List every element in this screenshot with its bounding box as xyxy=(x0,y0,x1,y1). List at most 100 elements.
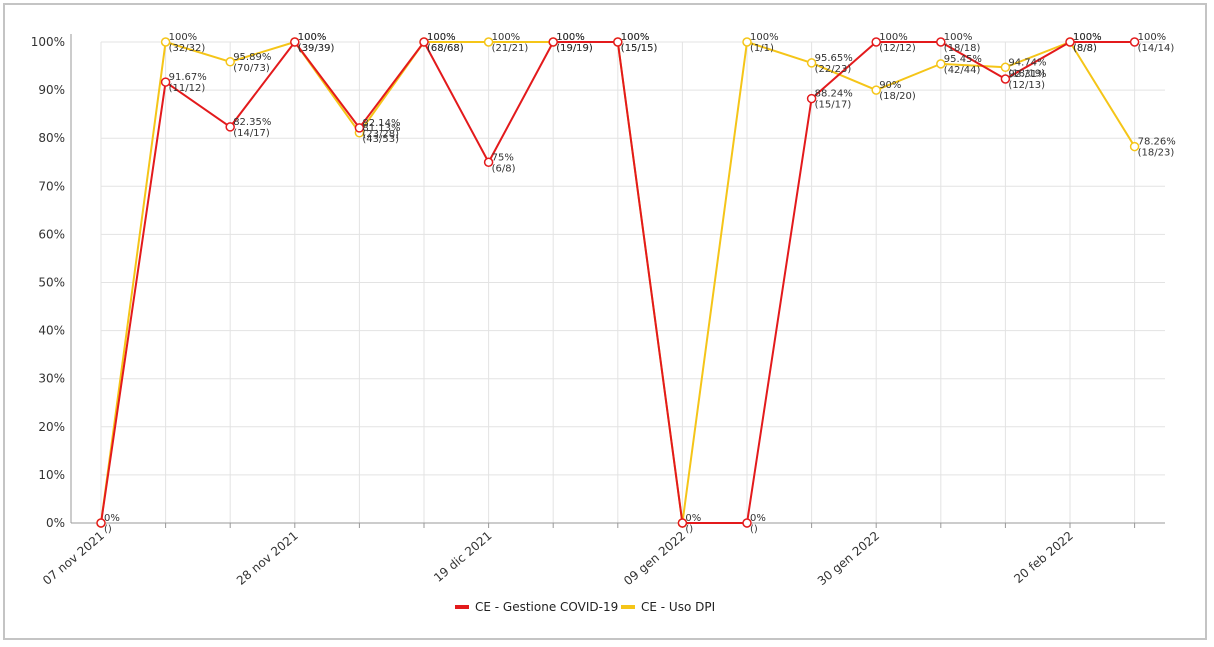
data-label-count: (19/19) xyxy=(556,43,593,54)
x-tick-label: 28 nov 2021 xyxy=(234,529,301,588)
data-point xyxy=(225,57,235,67)
data-label: 0% xyxy=(104,513,120,524)
data-label-count: (15/15) xyxy=(621,43,658,54)
data-point xyxy=(419,37,429,47)
data-label: 91.67% xyxy=(169,72,207,83)
data-label: 100% xyxy=(1073,32,1102,43)
data-label-count: (68/68) xyxy=(427,43,464,54)
data-label: 100% xyxy=(492,32,521,43)
y-tick-label: 100% xyxy=(31,35,65,49)
data-point xyxy=(483,157,494,167)
x-tick-label: 20 feb 2022 xyxy=(1011,529,1076,586)
data-label-count: () xyxy=(104,524,112,535)
x-tick-label: 09 gen 2022 xyxy=(621,529,688,589)
data-label-count: (39/39) xyxy=(298,43,335,54)
data-label-count: (32/32) xyxy=(169,43,206,54)
data-label: 94.74% xyxy=(1008,57,1046,68)
data-point xyxy=(225,122,235,132)
legend[interactable]: CE - Gestione COVID-19 CE - Uso DPI xyxy=(455,600,715,614)
y-tick-label: 0% xyxy=(46,516,65,530)
data-label-count: (70/73) xyxy=(233,63,270,74)
data-label-count: (15/17) xyxy=(815,100,852,111)
data-point xyxy=(160,37,171,47)
data-label-count: (11/12) xyxy=(169,83,206,94)
data-label-count: (12/13) xyxy=(1008,80,1045,91)
data-label: 100% xyxy=(556,32,585,43)
data-label-count: (1/1) xyxy=(750,43,774,54)
data-point xyxy=(613,37,623,47)
data-label: 100% xyxy=(169,32,198,43)
data-label: 95.65% xyxy=(815,53,853,64)
data-point xyxy=(1000,74,1011,84)
data-label-count: (8/8) xyxy=(1073,43,1097,54)
data-label-count: (15/15) xyxy=(621,43,658,54)
y-tick-label: 90% xyxy=(38,83,65,97)
data-point xyxy=(96,518,106,528)
data-label-count: () xyxy=(750,524,758,535)
x-tick-label: 30 gen 2022 xyxy=(815,529,882,589)
data-label: 100% xyxy=(621,32,650,43)
y-tick-label: 30% xyxy=(38,372,65,386)
data-point xyxy=(936,37,946,47)
data-label-count: (39/39) xyxy=(298,43,335,54)
data-point xyxy=(677,518,688,528)
y-tick-label: 10% xyxy=(38,468,65,482)
data-label-count: (18/18) xyxy=(944,43,981,54)
data-label: 100% xyxy=(1073,32,1102,43)
data-label: 100% xyxy=(427,32,456,43)
data-label: 100% xyxy=(1138,32,1167,43)
data-label-count: (18/23) xyxy=(1138,148,1175,159)
data-label-count: () xyxy=(685,524,693,535)
legend-swatch xyxy=(455,605,469,609)
data-point xyxy=(806,93,817,104)
data-label: 82.35% xyxy=(233,117,271,128)
legend-label: CE - Uso DPI xyxy=(641,600,715,614)
data-point xyxy=(1065,37,1075,47)
data-point xyxy=(290,37,300,47)
y-tick-label: 20% xyxy=(38,420,65,434)
data-label: 92.31% xyxy=(1008,69,1046,80)
data-point xyxy=(160,77,171,87)
data-label-count: (14/14) xyxy=(1138,43,1175,54)
legend-label: CE - Gestione COVID-19 xyxy=(475,600,618,614)
data-label: 82.14% xyxy=(362,118,400,129)
data-label: 90% xyxy=(879,80,901,91)
data-label: 81.13% xyxy=(362,123,400,134)
data-label: 100% xyxy=(298,32,327,43)
data-label: 88.24% xyxy=(815,89,853,100)
x-tick-label: 19 dic 2021 xyxy=(431,529,494,585)
y-tick-label: 40% xyxy=(38,324,65,338)
data-label-count: (68/68) xyxy=(427,43,464,54)
axes: 0% 10% 20% 30% 40% 50% 60% 70% 80% 90% 100% 07 nov … xyxy=(31,34,1165,588)
data-point xyxy=(806,58,817,68)
data-label: 95.89% xyxy=(233,52,271,63)
series-layer: 100%(32/32)95.89%(70/73)100%(39/39)81.13… xyxy=(96,32,1176,535)
data-point xyxy=(483,37,494,47)
grid-lines xyxy=(100,41,1165,524)
data-label: 100% xyxy=(556,32,585,43)
data-label: 0% xyxy=(750,513,766,524)
y-tick-label: 70% xyxy=(38,179,65,193)
data-label-count: (12/12) xyxy=(879,43,916,54)
data-label-count: (43/53) xyxy=(362,134,399,145)
series-0 xyxy=(96,37,1140,528)
data-label-count: (21/21) xyxy=(492,43,529,54)
data-label-count: (8/8) xyxy=(1073,43,1097,54)
data-label-count: (19/19) xyxy=(556,43,593,54)
data-label-count: (42/44) xyxy=(944,65,981,76)
data-point xyxy=(742,518,752,528)
data-point xyxy=(1129,141,1140,152)
data-label: 100% xyxy=(879,32,908,43)
data-label-count: (18/20) xyxy=(879,91,916,102)
y-tick-label: 50% xyxy=(38,276,65,290)
data-label: 100% xyxy=(750,32,779,43)
y-tick-label: 60% xyxy=(38,227,65,241)
data-label: 100% xyxy=(621,32,650,43)
data-point xyxy=(742,37,752,47)
data-label: 75% xyxy=(492,152,514,163)
y-tick-label: 80% xyxy=(38,131,65,145)
data-label-count: (22/23) xyxy=(815,64,852,75)
legend-swatch xyxy=(621,605,635,609)
data-point xyxy=(1129,37,1140,47)
